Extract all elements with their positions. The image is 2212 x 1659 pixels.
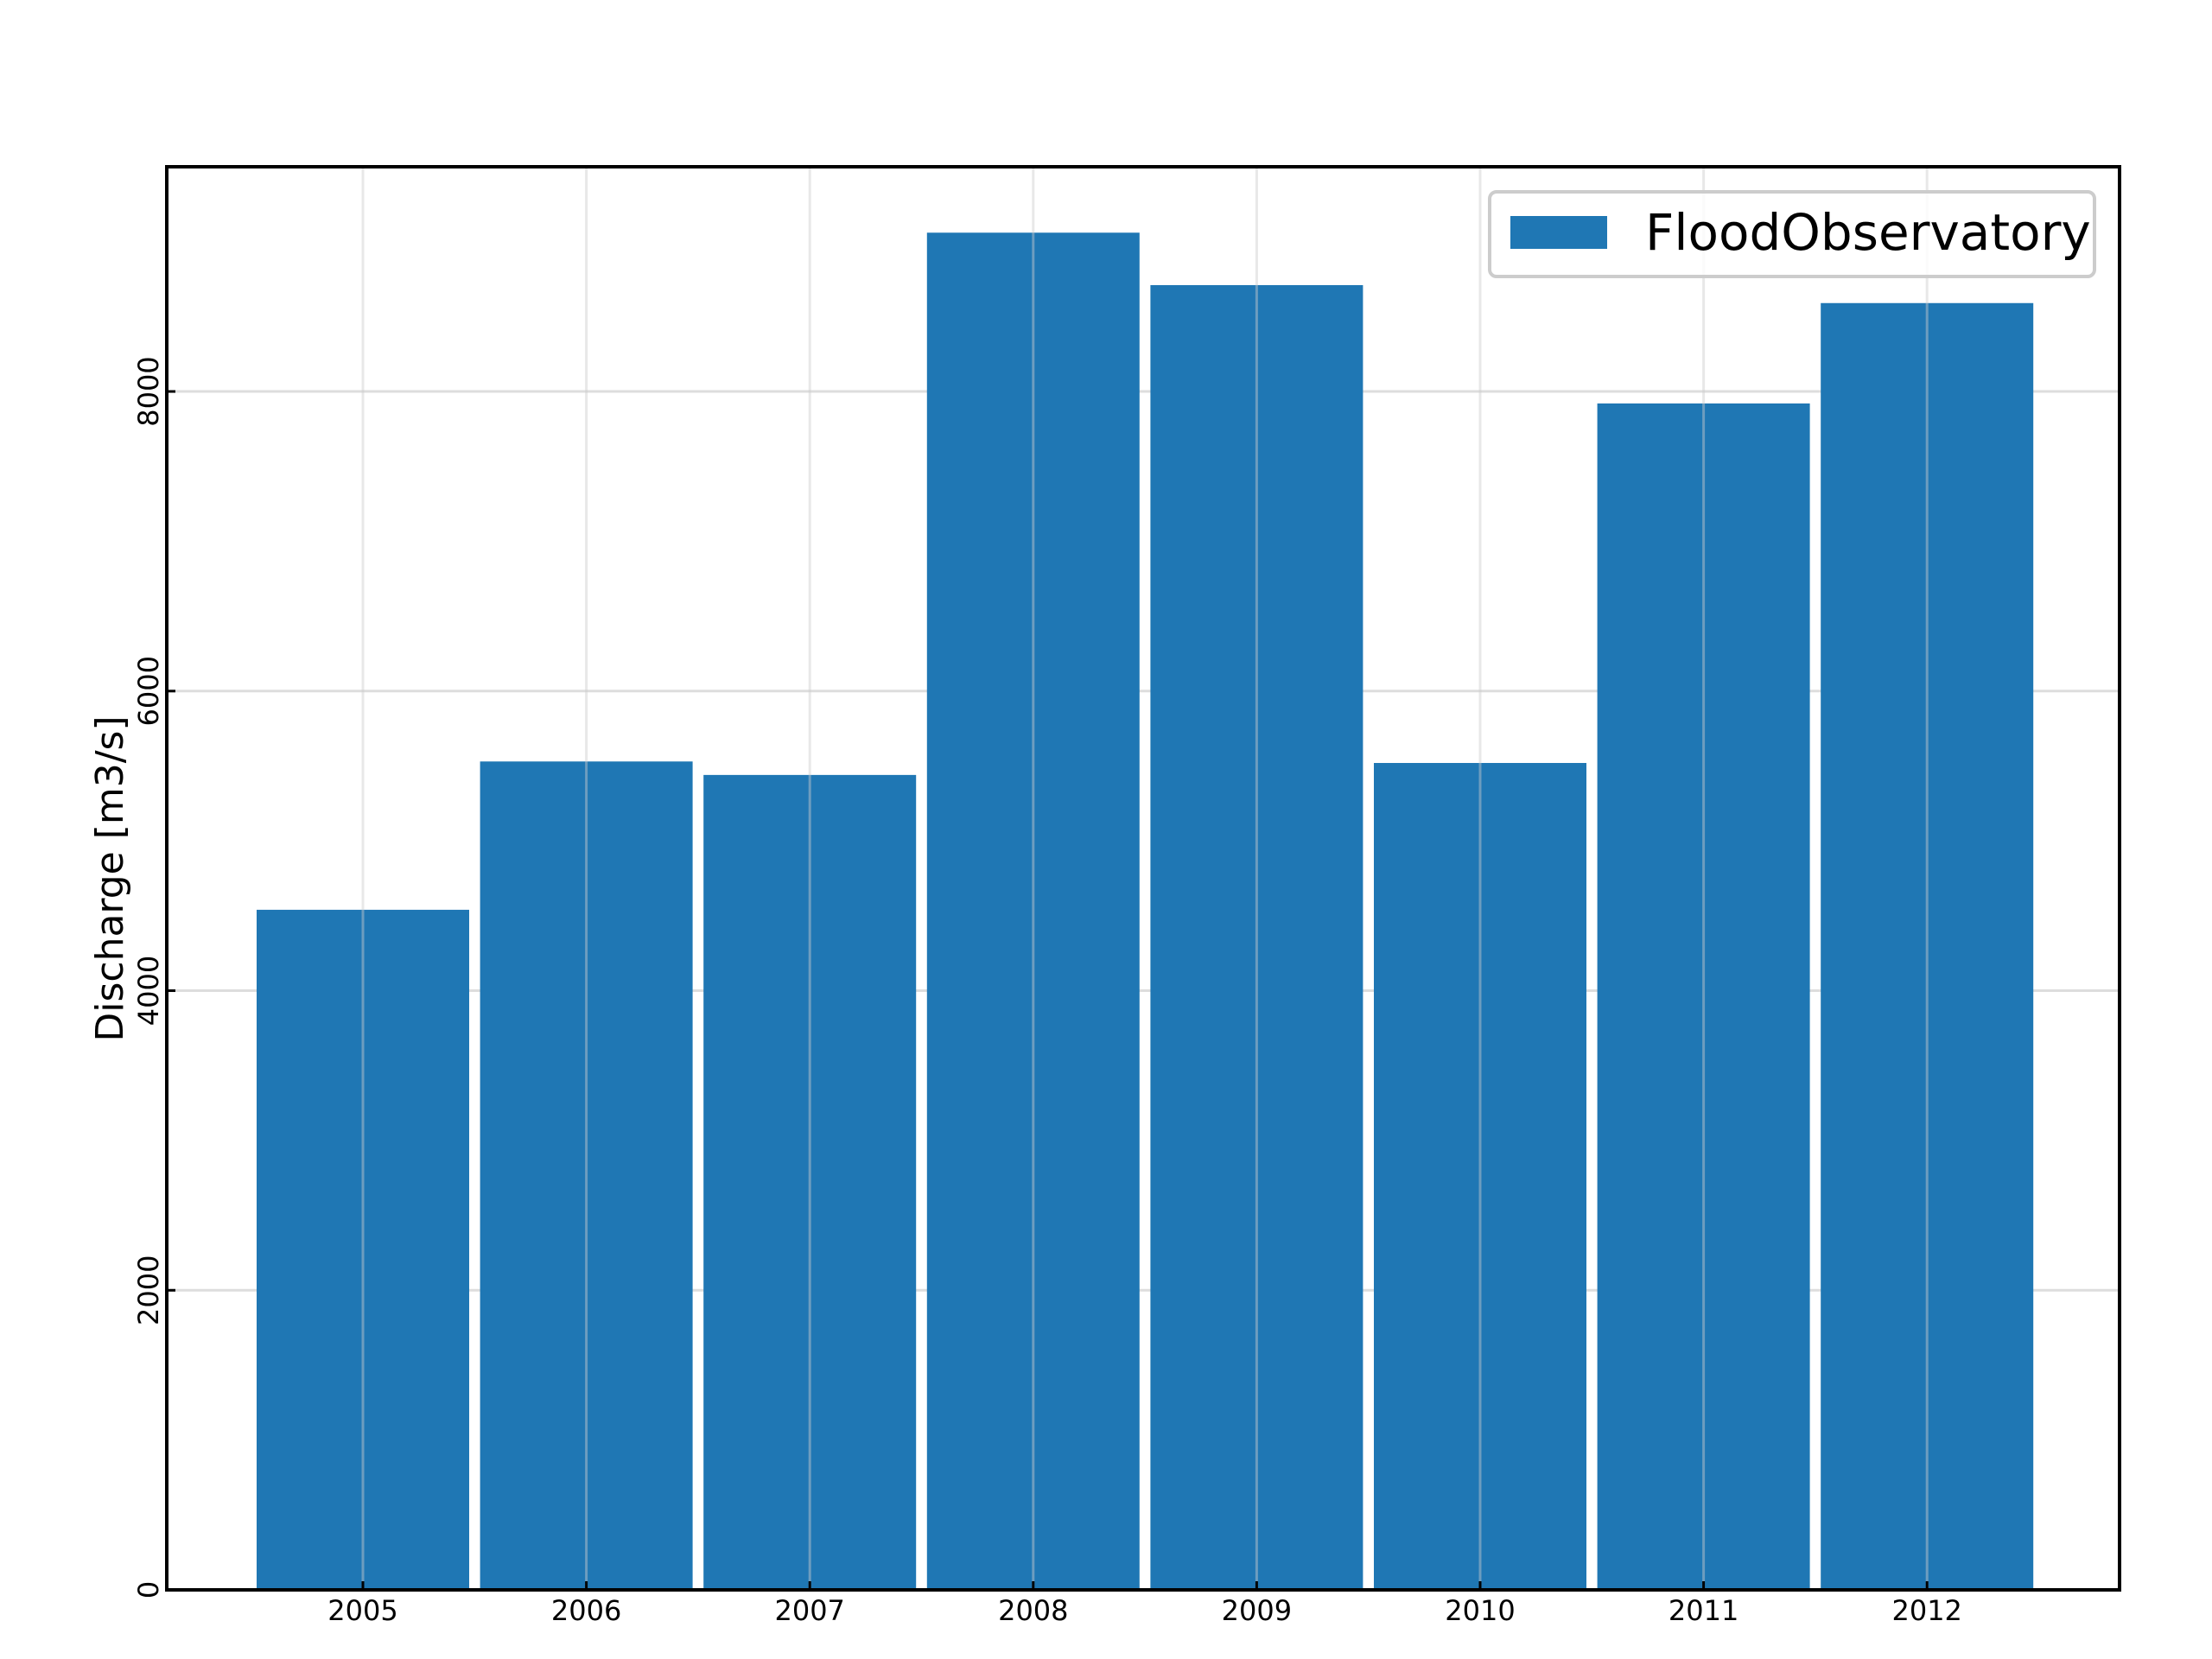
x-tick-label-2006: 2006 bbox=[551, 1594, 621, 1627]
legend-swatch bbox=[1510, 216, 1607, 249]
y-tick-label: 0 bbox=[132, 1581, 165, 1599]
bar-layer bbox=[257, 232, 2034, 1590]
y-tick-label: 2000 bbox=[132, 1255, 165, 1325]
x-tick-label-2008: 2008 bbox=[998, 1594, 1068, 1627]
x-tick-layer: 2005 2006 2007 2008 2009 2010 2011 2012 bbox=[327, 1581, 1962, 1627]
bar-2005 bbox=[257, 909, 469, 1590]
bar-2011 bbox=[1597, 403, 1810, 1590]
bar-2007 bbox=[703, 774, 917, 1590]
plot-frame bbox=[165, 165, 2121, 1592]
x-tick-label-2012: 2012 bbox=[1891, 1594, 1961, 1627]
y-tick-layer: 0 2000 4000 6000 8000 bbox=[132, 356, 175, 1599]
bar-2008 bbox=[926, 232, 1140, 1590]
y-tick-label: 8000 bbox=[132, 356, 165, 426]
y-tick-label: 6000 bbox=[132, 656, 165, 726]
x-tick-label-2009: 2009 bbox=[1222, 1594, 1292, 1627]
x-tick-label-2007: 2007 bbox=[774, 1594, 844, 1627]
legend-entry-floodobservatory: FloodObservatory bbox=[1645, 203, 2091, 262]
x-tick-label-2005: 2005 bbox=[327, 1594, 397, 1627]
bar-2012 bbox=[1821, 302, 2034, 1590]
legend-box bbox=[1488, 190, 2096, 278]
y-tick-label: 4000 bbox=[132, 956, 165, 1026]
bar-2009 bbox=[1150, 284, 1363, 1590]
vertical-grid-layer bbox=[361, 167, 1929, 1590]
y-axis-label: Discharge [m3/s] bbox=[88, 715, 132, 1041]
bar-2010 bbox=[1374, 763, 1586, 1590]
x-tick-label-2011: 2011 bbox=[1669, 1594, 1738, 1627]
bar-2006 bbox=[480, 761, 693, 1590]
x-tick-label-2010: 2010 bbox=[1445, 1594, 1515, 1627]
legend: FloodObservatory bbox=[1488, 190, 2096, 278]
